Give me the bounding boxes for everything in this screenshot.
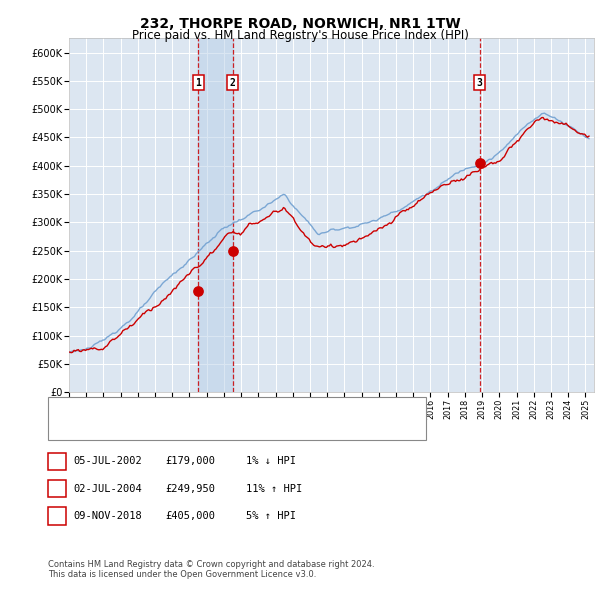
Text: 1: 1 bbox=[54, 457, 60, 466]
Text: 02-JUL-2004: 02-JUL-2004 bbox=[73, 484, 142, 493]
Point bbox=[228, 246, 238, 255]
Text: £249,950: £249,950 bbox=[165, 484, 215, 493]
Point bbox=[475, 158, 485, 168]
Text: 232, THORPE ROAD, NORWICH, NR1 1TW: 232, THORPE ROAD, NORWICH, NR1 1TW bbox=[140, 17, 460, 31]
Text: 1: 1 bbox=[196, 78, 201, 87]
Text: 5% ↑ HPI: 5% ↑ HPI bbox=[246, 511, 296, 520]
Bar bbox=[198, 38, 233, 392]
Text: 3: 3 bbox=[477, 78, 482, 87]
Text: £179,000: £179,000 bbox=[165, 457, 215, 466]
Text: 05-JUL-2002: 05-JUL-2002 bbox=[73, 457, 142, 466]
Text: 2: 2 bbox=[54, 484, 60, 493]
Point bbox=[193, 286, 203, 296]
Text: 2: 2 bbox=[230, 78, 235, 87]
Text: 1% ↓ HPI: 1% ↓ HPI bbox=[246, 457, 296, 466]
Text: 11% ↑ HPI: 11% ↑ HPI bbox=[246, 484, 302, 493]
Text: Contains HM Land Registry data © Crown copyright and database right 2024.
This d: Contains HM Land Registry data © Crown c… bbox=[48, 560, 374, 579]
Text: 232, THORPE ROAD, NORWICH, NR1 1TW (detached house): 232, THORPE ROAD, NORWICH, NR1 1TW (deta… bbox=[81, 404, 377, 414]
Text: £405,000: £405,000 bbox=[165, 511, 215, 520]
Text: 09-NOV-2018: 09-NOV-2018 bbox=[73, 511, 142, 520]
Text: 3: 3 bbox=[54, 511, 60, 520]
Text: HPI: Average price, detached house, Norwich: HPI: Average price, detached house, Norw… bbox=[81, 423, 306, 433]
Text: Price paid vs. HM Land Registry's House Price Index (HPI): Price paid vs. HM Land Registry's House … bbox=[131, 30, 469, 42]
